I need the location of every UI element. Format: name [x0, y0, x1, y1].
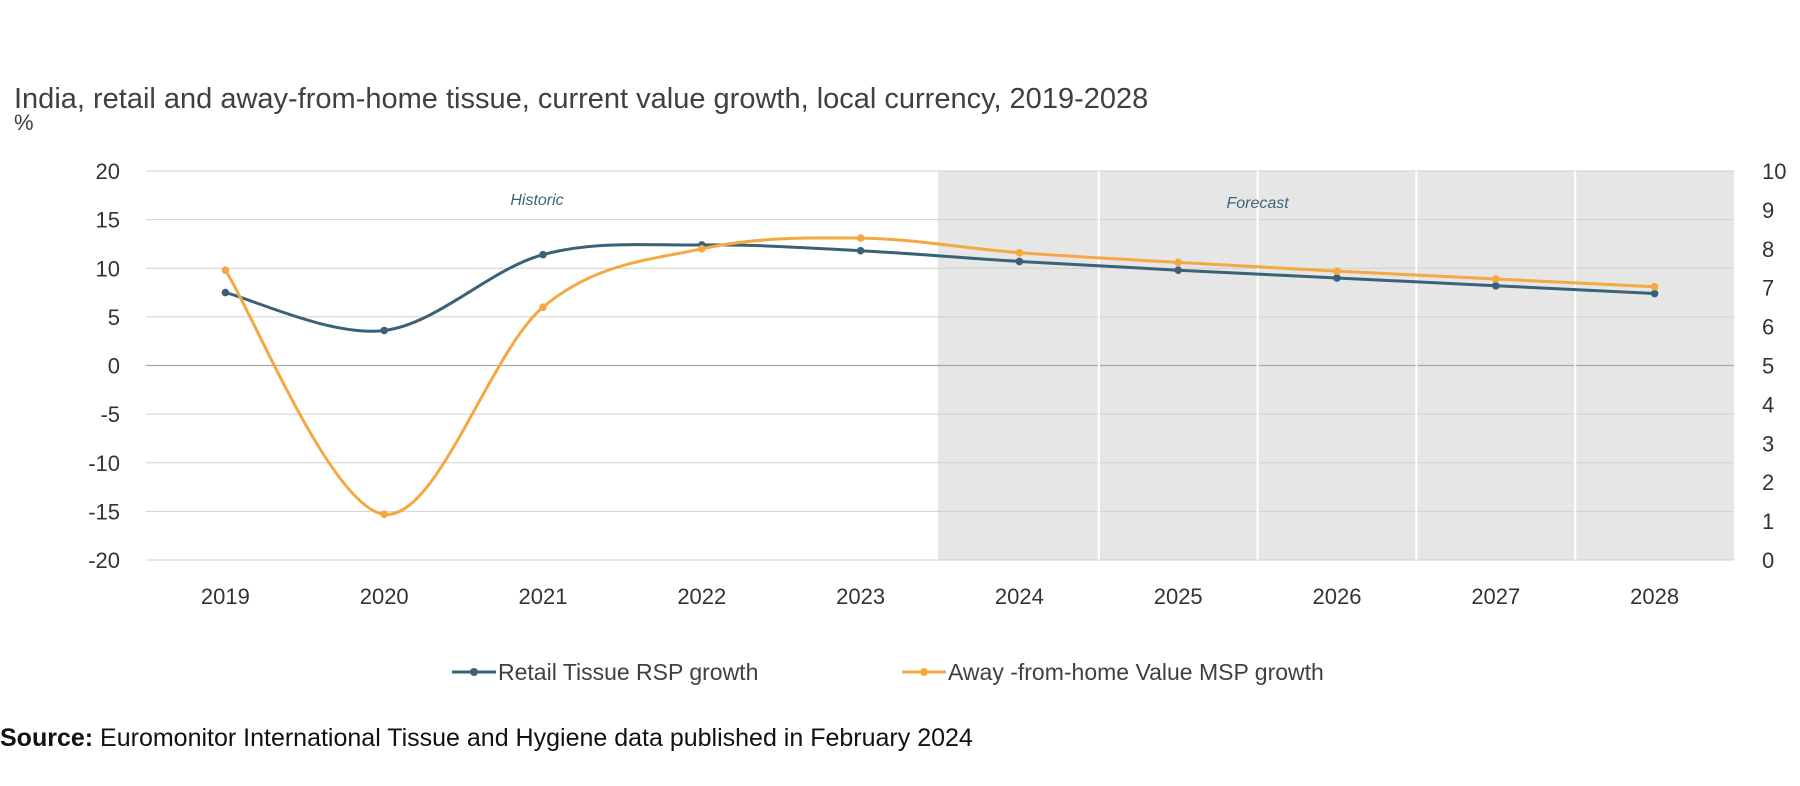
y2-tick-label: 3 — [1762, 431, 1774, 456]
legend: Retail Tissue RSP growth Away -from-home … — [452, 659, 1324, 685]
x-tick-label: 2019 — [201, 584, 250, 609]
y2-tick-label: 10 — [1762, 159, 1786, 184]
series-2-point — [380, 510, 389, 519]
source-label: Source: — [0, 724, 94, 752]
y-tick-label: -20 — [88, 548, 120, 573]
y-tick-label: 10 — [96, 256, 120, 281]
y2-tick-label: 8 — [1762, 237, 1774, 262]
series-2-point — [1174, 258, 1182, 267]
source-text: Euromonitor International Tissue and Hyg… — [93, 724, 973, 752]
series-2-point — [856, 234, 865, 242]
forecast-dividers — [1097, 171, 1577, 560]
historic-annotation: Historic — [510, 192, 563, 209]
series-2-point — [1492, 275, 1500, 283]
x-tick-label: 2020 — [360, 584, 409, 609]
y-tick-label: 5 — [108, 305, 120, 330]
series-2-point — [1650, 282, 1659, 291]
x-tick-label: 2028 — [1630, 584, 1679, 609]
x-axis: 2019 2020 2021 2022 2023 2024 2025 2026 2027 2028 — [201, 584, 1679, 609]
y2-tick-label: 4 — [1762, 392, 1774, 417]
legend-label: Retail Tissue RSP growth — [498, 659, 758, 685]
y-tick-label: -15 — [88, 499, 120, 524]
series-layer — [221, 234, 1659, 519]
series-line-2 — [223, 236, 1657, 516]
gridlines — [146, 170, 1734, 561]
series-1-point — [1174, 266, 1182, 274]
x-tick-label: 2026 — [1313, 584, 1362, 609]
y-tick-label: 15 — [96, 208, 120, 233]
series-2-point — [698, 245, 706, 253]
series-1-point — [539, 250, 547, 259]
series-2-point — [1015, 248, 1024, 257]
x-tick-label: 2021 — [519, 584, 568, 609]
y2-tick-label: 2 — [1762, 470, 1774, 495]
forecast-annotation: Forecast — [1226, 195, 1289, 212]
series-1-point — [1333, 274, 1341, 282]
series-2-point — [1333, 267, 1341, 275]
x-tick-label: 2023 — [836, 584, 885, 609]
y2-tick-label: 7 — [1762, 276, 1774, 301]
legend-swatch-marker — [470, 668, 478, 676]
x-tick-label: 2022 — [677, 584, 726, 609]
source-note: Source: Euromonitor International Tissue… — [0, 724, 973, 753]
series-1-point — [856, 246, 865, 255]
y2-tick-label: 5 — [1762, 354, 1774, 379]
y2-tick-label: 1 — [1762, 509, 1774, 534]
series-line-1 — [223, 243, 1657, 333]
y2-tick-label: 9 — [1762, 198, 1774, 223]
x-tick-label: 2025 — [1154, 584, 1203, 609]
y-tick-label: -10 — [88, 451, 120, 476]
legend-label: Away -from-home Value MSP growth — [948, 659, 1324, 685]
series-1-point — [221, 288, 230, 297]
x-tick-label: 2024 — [995, 584, 1044, 609]
y-tick-label: -5 — [100, 402, 120, 427]
y-tick-label: 0 — [108, 354, 120, 379]
legend-swatch-marker — [920, 668, 928, 676]
series-1-point — [1015, 257, 1024, 266]
series-1-point — [380, 326, 389, 335]
series-2-point — [539, 303, 547, 311]
y2-tick-label: 0 — [1762, 548, 1774, 573]
series-1-point — [1492, 281, 1500, 290]
x-tick-label: 2027 — [1471, 584, 1520, 609]
y-axis-left: 20 15 10 5 0 -5 -10 -15 -20 — [88, 159, 120, 573]
chart-title: India, retail and away-from-home tissue,… — [14, 83, 1148, 115]
y-axis-unit: % — [14, 110, 34, 135]
series-2-point — [221, 266, 230, 274]
series-1-point — [1650, 289, 1659, 298]
y-tick-label: 20 — [96, 159, 120, 184]
y2-tick-label: 6 — [1762, 315, 1774, 340]
